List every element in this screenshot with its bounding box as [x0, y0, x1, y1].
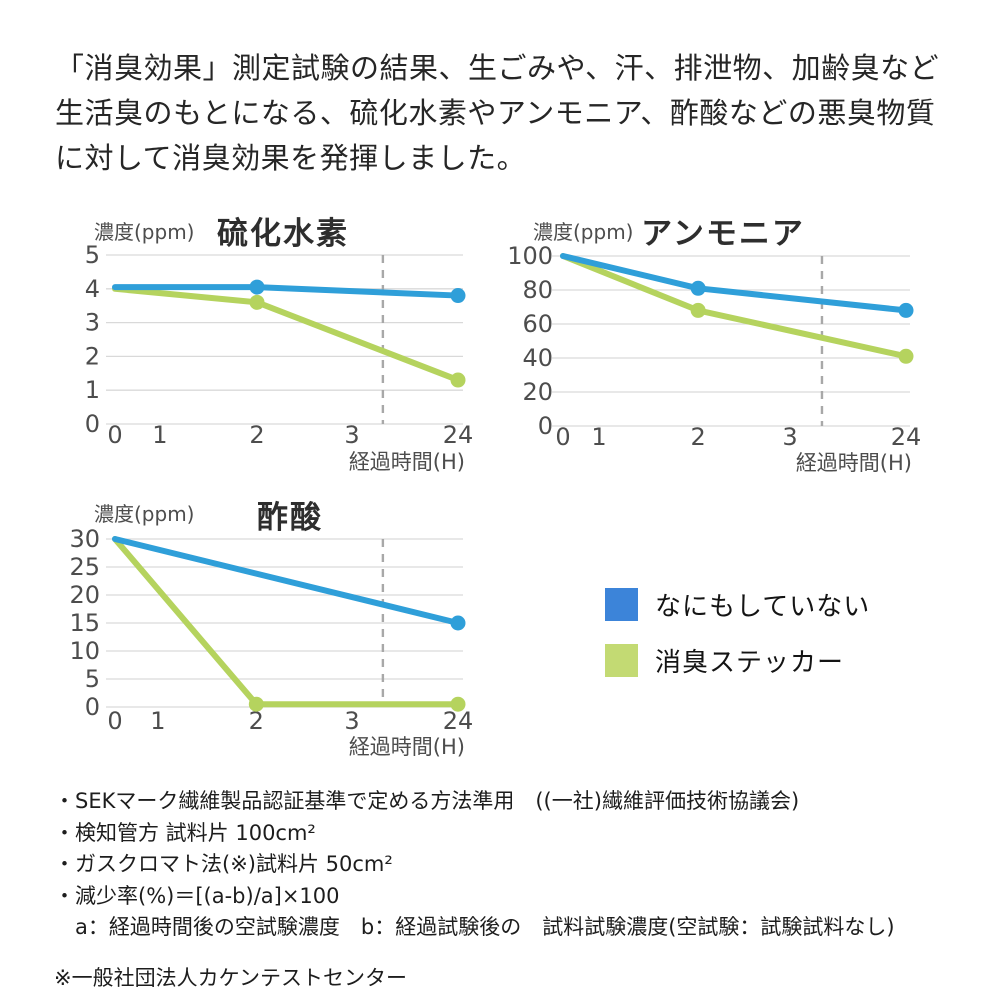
x-tick-label: 24: [443, 421, 474, 449]
x-tick-label: 2: [691, 423, 706, 451]
note-line: a：経過時間後の空試験濃度 b：経過試験後の 試料試験濃度(空試験：試験試料なし…: [54, 915, 895, 940]
chart-ammonia: 0 20 40 60 80 100 0 1 2 3 24 濃度(ppm) アンモニア 経過時間(H): [505, 213, 960, 483]
note-line: ・SEKマーク繊維製品認証基準で定める方法準用 ((一社)繊維評価技術協議会): [54, 789, 800, 813]
data-line: [112, 536, 461, 626]
note-line: ・ガスクロマト法(※)試料片 50cm²: [54, 852, 393, 877]
legend-item-untreated: なにもしていない: [605, 586, 870, 623]
y-axis-unit-label: 濃度(ppm): [94, 502, 194, 526]
legend-swatch-blue: [605, 588, 638, 621]
header-text: 「消臭効果」測定試験の結果、生ごみや、汗、排泄物、加齢臭など生活臭のもとになる、…: [55, 51, 940, 175]
x-tick-label: 1: [152, 421, 167, 449]
x-tick-label: 0: [107, 707, 122, 735]
chart-title: 硫化水素: [217, 216, 349, 252]
legend-swatch-green: [605, 644, 638, 677]
x-tick-label: 24: [891, 423, 922, 451]
y-tick-label: 4: [85, 275, 100, 303]
y-tick-label: 15: [69, 609, 100, 637]
x-tick-label: 0: [107, 421, 122, 449]
x-tick-label: 2: [249, 707, 264, 735]
legend-label-untreated: なにもしていない: [655, 592, 871, 622]
y-axis-unit-label: 濃度(ppm): [533, 220, 633, 244]
x-tick-label: 2: [249, 421, 264, 449]
footnote-test-center: ※一般社団法人カケンテストセンター: [54, 966, 407, 991]
data-point-marker: [249, 279, 265, 295]
data-point-marker: [248, 696, 264, 712]
chart-title: アンモニア: [641, 216, 805, 252]
test-method-notes: ・SEKマーク繊維製品認証基準で定める方法準用 ((一社)繊維評価技術協議会) …: [54, 788, 964, 997]
note-line: ・減少率(%)＝[(a-b)/a]×100: [54, 883, 340, 908]
note-line: ・検知管方 試料片 100cm²: [54, 820, 316, 845]
y-tick-label: 40: [522, 344, 553, 372]
data-point-marker: [898, 302, 914, 318]
data-point-marker: [690, 280, 706, 296]
data-line: [112, 285, 461, 384]
data-point-marker: [450, 696, 466, 712]
data-point-marker: [450, 288, 466, 304]
y-tick-label: 100: [507, 242, 553, 270]
y-tick-label: 5: [85, 241, 100, 269]
x-tick-label: 0: [555, 423, 570, 451]
x-tick-label: 1: [150, 707, 165, 735]
y-tick-label: 5: [85, 665, 100, 693]
data-point-marker: [898, 348, 914, 364]
x-axis-label: 経過時間(H): [796, 451, 912, 475]
data-point-marker: [450, 615, 466, 631]
y-tick-label: 20: [69, 581, 100, 609]
x-tick-label: 3: [782, 423, 797, 451]
chart-acetic-acid: 0 5 10 15 20 25 30 0 1 2 3 24 濃度(ppm) 酢酸 経過時間(H): [60, 490, 482, 772]
y-axis-unit-label: 濃度(ppm): [94, 220, 194, 244]
y-tick-label: 80: [522, 276, 553, 304]
x-axis-label: 経過時間(H): [349, 450, 465, 474]
y-tick-label: 30: [69, 525, 100, 553]
y-tick-label: 0: [538, 412, 553, 440]
y-tick-label: 0: [85, 693, 100, 721]
x-tick-label: 3: [344, 707, 359, 735]
y-tick-label: 2: [85, 342, 100, 370]
x-tick-label: 1: [591, 423, 606, 451]
y-tick-label: 1: [85, 376, 100, 404]
data-line: [560, 253, 909, 314]
y-tick-label: 10: [69, 637, 100, 665]
y-tick-label: 60: [522, 310, 553, 338]
chart-legend: なにもしていない 消臭ステッカー: [605, 586, 870, 698]
y-tick-label: 3: [85, 309, 100, 337]
chart-title: 酢酸: [257, 500, 323, 536]
x-tick-label: 3: [344, 421, 359, 449]
data-point-marker: [450, 372, 466, 388]
legend-item-deodorant-sticker: 消臭ステッカー: [605, 642, 870, 679]
y-tick-label: 20: [522, 378, 553, 406]
data-point-marker: [690, 302, 706, 318]
chart-hydrogen-sulfide: 0 1 2 3 4 5 0 1 2 3 24 濃度(ppm) 硫化水素 経過時間(H): [60, 213, 482, 483]
y-tick-label: 0: [85, 410, 100, 438]
legend-label-deodorant-sticker: 消臭ステッカー: [655, 648, 845, 678]
data-point-marker: [249, 294, 265, 310]
x-axis-label: 経過時間(H): [349, 735, 465, 759]
y-tick-label: 25: [69, 553, 100, 581]
